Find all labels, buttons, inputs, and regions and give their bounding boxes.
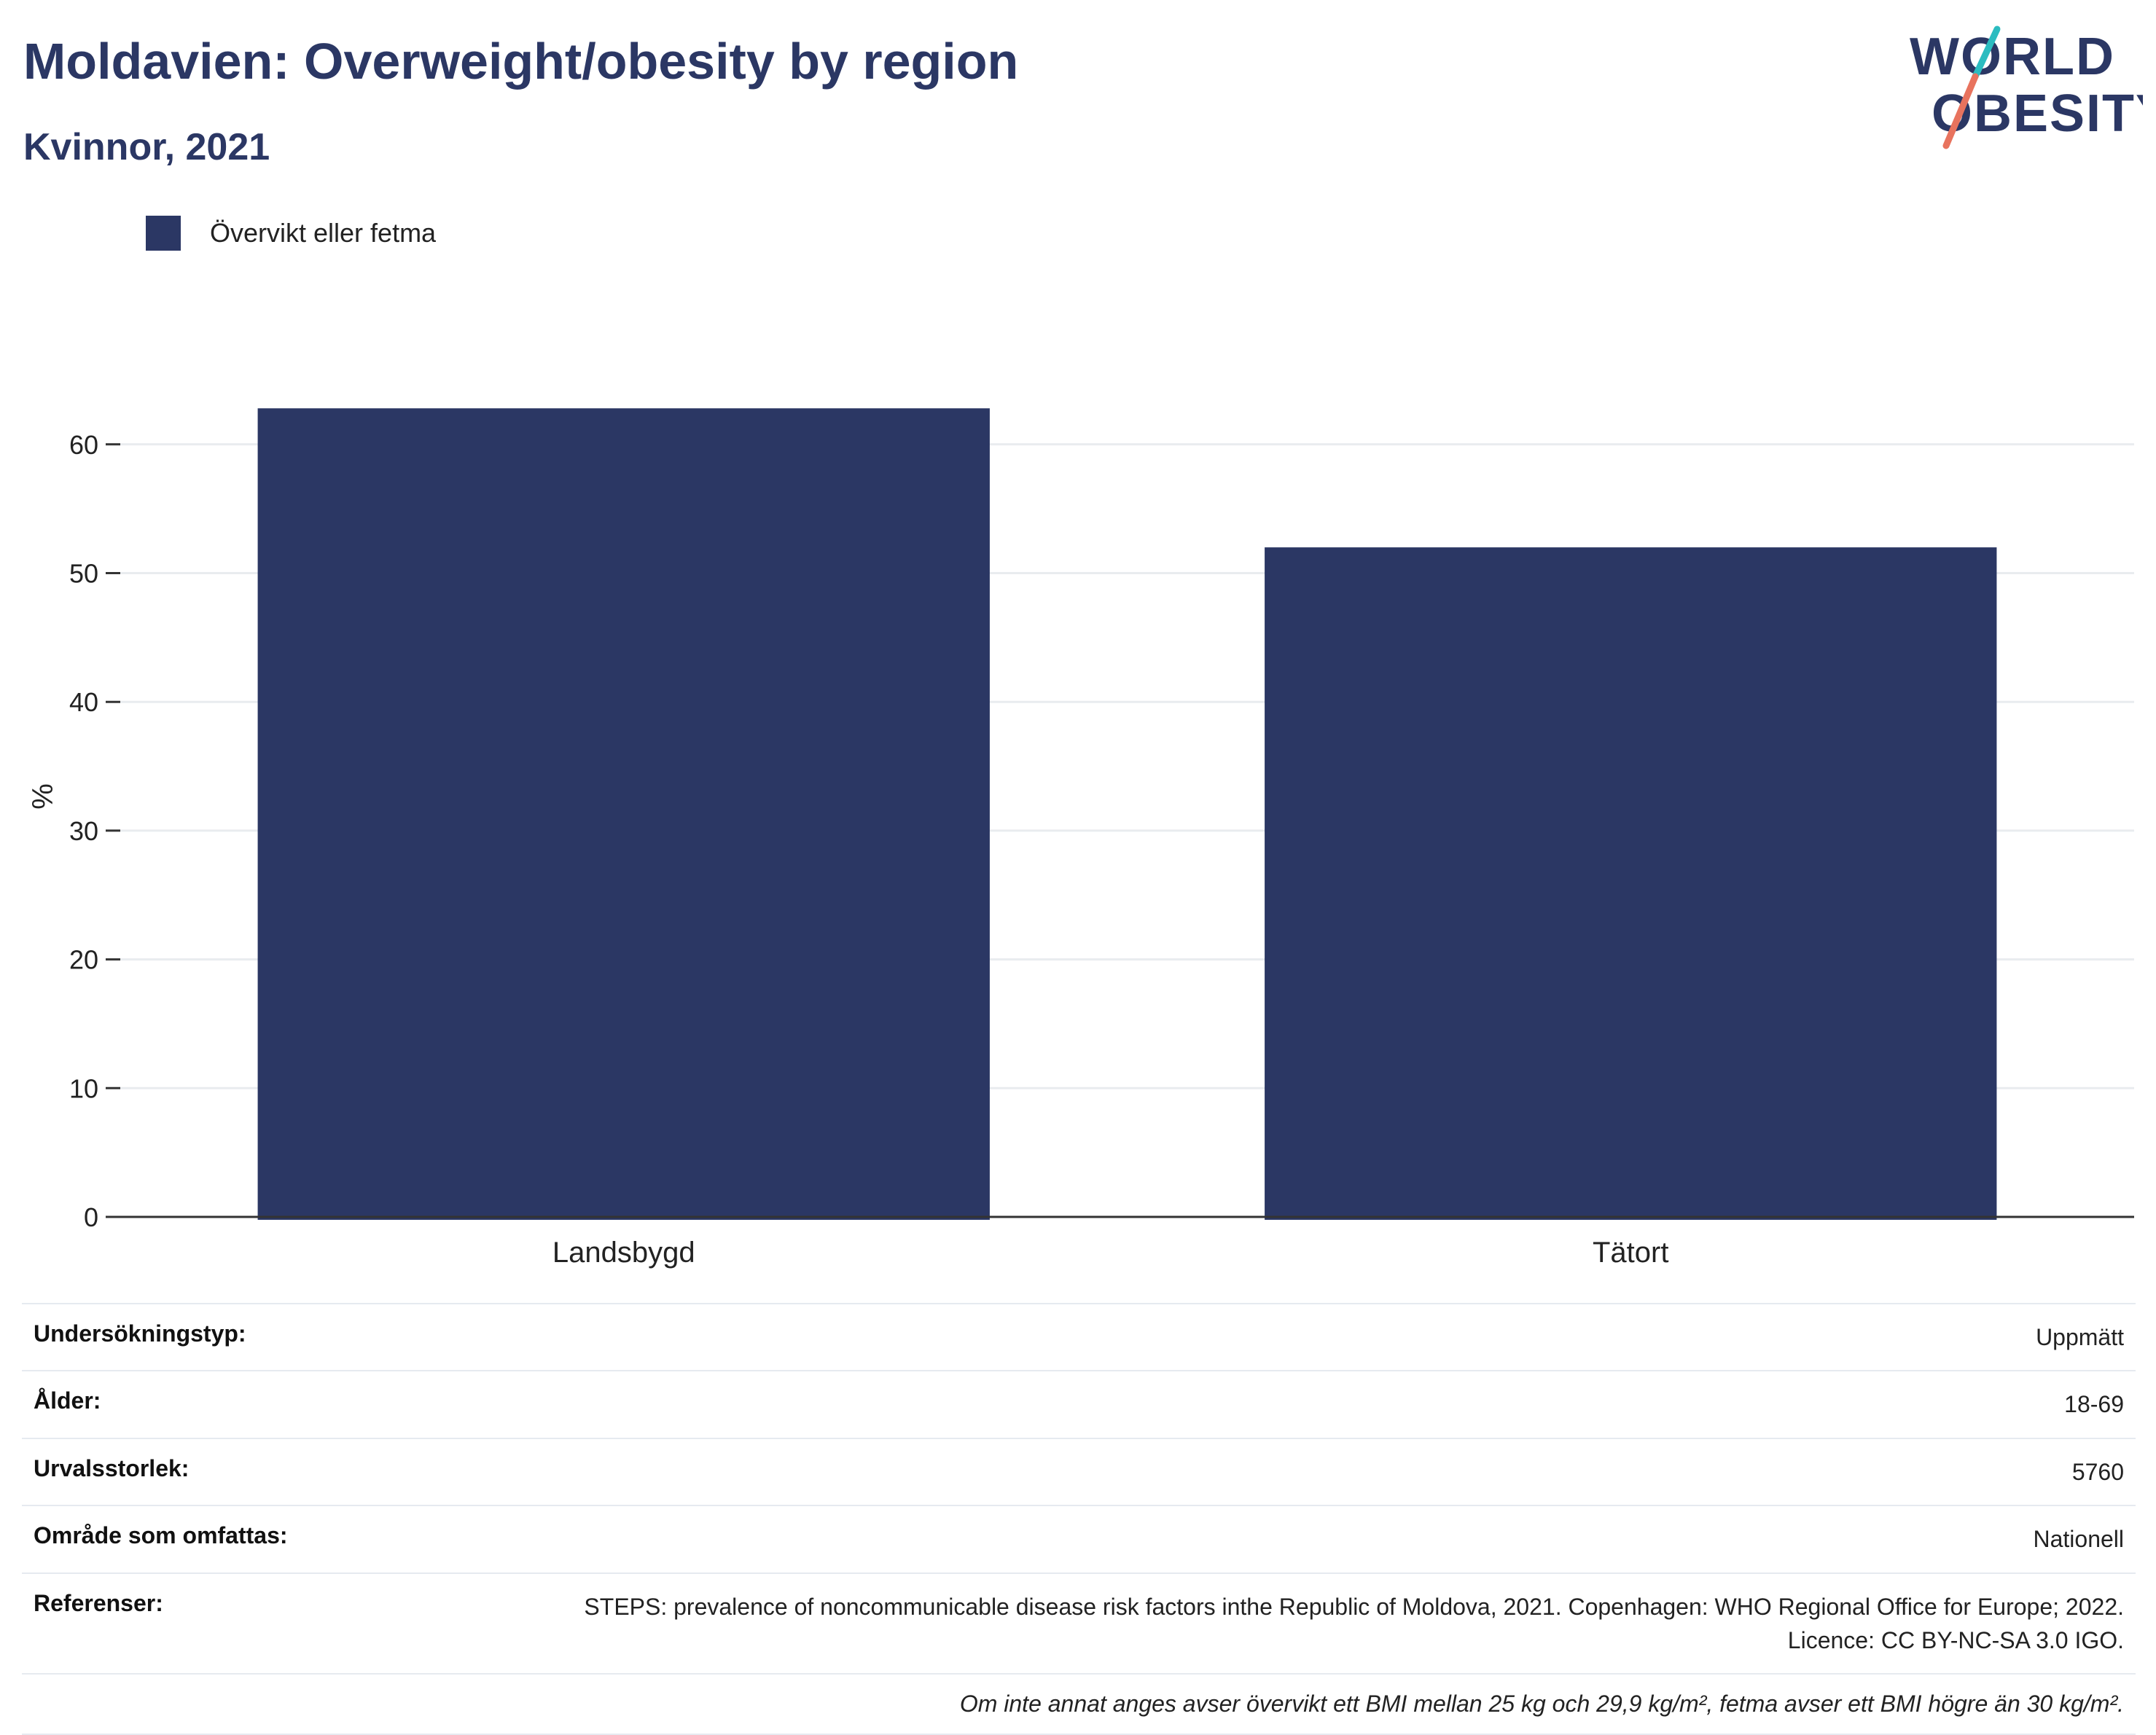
logo-slash-bottom: [1942, 73, 1979, 149]
page-subtitle: Kvinnor, 2021: [23, 126, 270, 168]
y-tick-label: 0: [84, 1202, 98, 1232]
y-tick-label: 30: [69, 816, 98, 846]
y-tick-label: 60: [69, 430, 98, 460]
metadata-key: Undersökningstyp:: [22, 1302, 555, 1371]
legend-label: Övervikt eller fetma: [210, 218, 437, 248]
x-category-label: Landsbygd: [552, 1237, 695, 1269]
logo-text-world: WORLD: [1910, 28, 2115, 86]
x-category-label: Tätort: [1593, 1237, 1668, 1269]
metadata-row: Ålder: 18-69: [22, 1370, 2136, 1438]
metadata-row: Urvalsstorlek: 5760: [22, 1437, 2136, 1506]
page-title: Moldavien: Overweight/obesity by region: [23, 33, 1019, 90]
bar-chart: 0 10 20 30 40 50 60 Landsbygd Tätort %: [27, 408, 2134, 1269]
metadata-key: Referenser:: [22, 1572, 555, 1675]
y-axis-ticks: 0 10 20 30 40 50 60: [69, 430, 120, 1232]
bmi-definition-note: Om inte annat anges avser övervikt ett B…: [22, 1673, 2136, 1735]
world-obesity-logo: WORLD OBESITY: [1910, 26, 2143, 149]
metadata-row: Område som omfattas: Nationell: [22, 1505, 2136, 1573]
bar-landsbygd: [257, 408, 990, 1220]
chart-legend: Övervikt eller fetma: [146, 216, 436, 251]
y-axis-label: %: [27, 783, 59, 810]
metadata-key: Urvalsstorlek:: [22, 1437, 555, 1506]
metadata-value: STEPS: prevalence of noncommunicable dis…: [555, 1572, 2136, 1675]
y-tick-label: 10: [69, 1073, 98, 1103]
y-tick-label: 50: [69, 559, 98, 589]
legend-swatch: [146, 216, 181, 251]
logo-slash-top: [1972, 26, 2001, 80]
x-axis-categories: Landsbygd Tätort: [552, 1237, 1669, 1269]
metadata-value: 5760: [555, 1437, 2136, 1506]
y-tick-label: 20: [69, 945, 98, 975]
metadata-key: Område som omfattas:: [22, 1505, 555, 1573]
metadata-table: Undersökningstyp: Uppmätt Ålder: 18-69 Urval…: [22, 1302, 2136, 1735]
bar-tätort: [1265, 547, 1997, 1220]
y-tick-label: 40: [69, 687, 98, 717]
bars: [257, 408, 1997, 1220]
metadata-row: Undersökningstyp: Uppmätt: [22, 1302, 2136, 1371]
metadata-row: Referenser: STEPS: prevalence of noncommu…: [22, 1572, 2136, 1675]
metadata-note-row: Om inte annat anges avser övervikt ett B…: [22, 1673, 2136, 1735]
metadata-value: Nationell: [555, 1505, 2136, 1573]
metadata-key: Ålder:: [22, 1370, 555, 1438]
metadata-value: Uppmätt: [555, 1302, 2136, 1371]
metadata-value: 18-69: [555, 1370, 2136, 1438]
